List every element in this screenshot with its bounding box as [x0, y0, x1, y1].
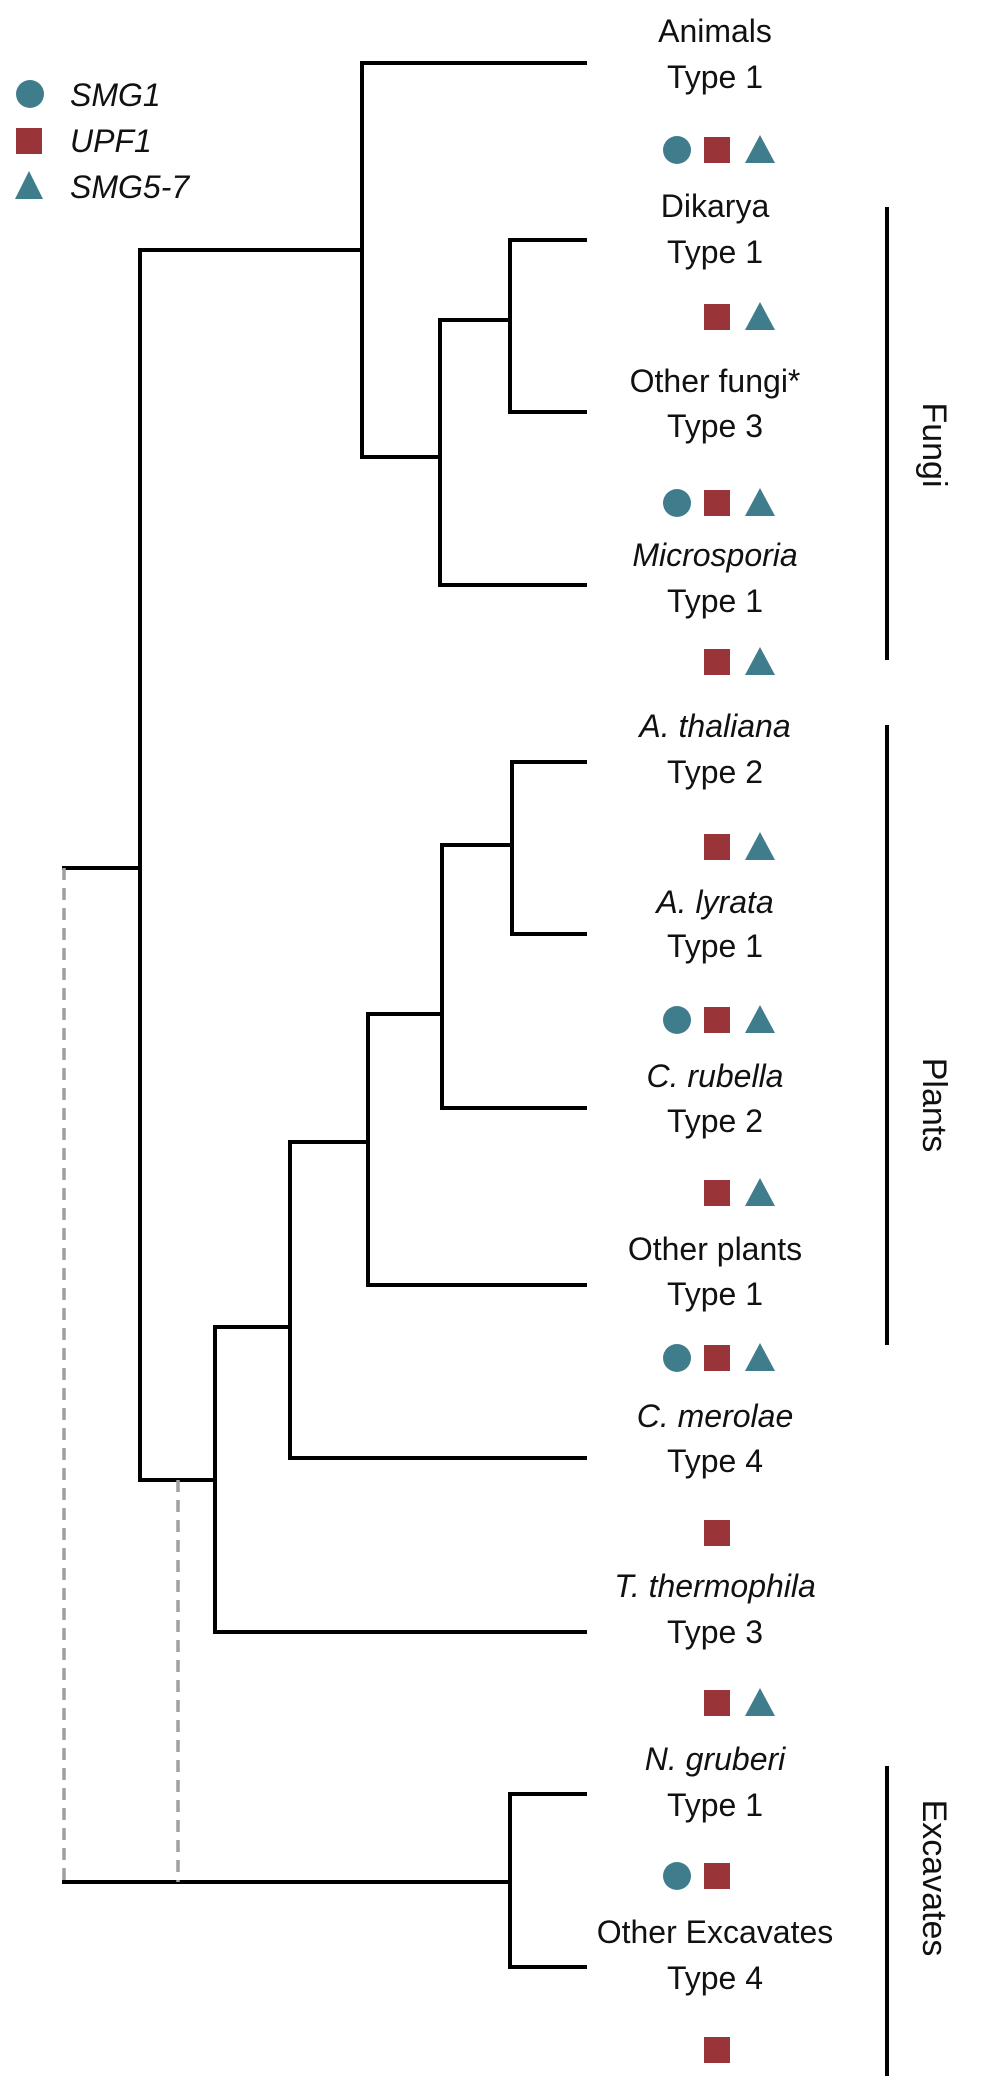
taxon-dikarya: Dikarya Type 1 — [661, 188, 775, 330]
taxon-t-thermophila: T. thermophila Type 3 — [614, 1568, 816, 1716]
taxon-type: Type 2 — [667, 754, 763, 790]
smg5-7-triangle-icon — [745, 832, 775, 860]
taxon-name: Other fungi* — [630, 363, 801, 399]
upf1-square-icon — [704, 1345, 730, 1371]
upf1-square-icon — [704, 1520, 730, 1546]
taxon-a-thaliana: A. thaliana Type 2 — [637, 708, 791, 860]
upf1-square-icon — [704, 1690, 730, 1716]
taxon-type: Type 1 — [667, 234, 763, 270]
smg5-7-triangle-icon — [745, 1005, 775, 1033]
taxon-name: Other Excavates — [597, 1914, 834, 1950]
taxon-name: T. thermophila — [614, 1568, 816, 1604]
taxon-a-lyrata: A. lyrata Type 1 — [654, 884, 775, 1034]
taxon-type: Type 3 — [667, 1614, 763, 1650]
taxon-type: Type 1 — [667, 928, 763, 964]
square-icon — [16, 128, 42, 154]
taxon-c-rubella: C. rubella Type 2 — [647, 1058, 784, 1206]
group-label-plants: Plants — [915, 1058, 953, 1153]
taxon-name: A. lyrata — [654, 884, 773, 920]
circle-icon — [16, 80, 44, 108]
triangle-icon — [15, 171, 43, 199]
taxon-type: Type 2 — [667, 1103, 763, 1139]
taxon-name: Microsporia — [632, 537, 797, 573]
group-label-fungi: Fungi — [915, 402, 953, 487]
taxon-name: A. thaliana — [637, 708, 790, 744]
taxon-other-excavates: Other Excavates Type 4 — [597, 1914, 834, 2063]
taxa-list: Animals Type 1 Dikarya Type 1 Other fungi* Ty… — [597, 13, 834, 2063]
legend-label-upf1: UPF1 — [70, 123, 152, 159]
smg5-7-triangle-icon — [745, 135, 775, 163]
group-label-excavates: Excavates — [915, 1800, 953, 1957]
taxon-name: Animals — [658, 13, 772, 49]
legend-item-upf1: UPF1 — [16, 123, 152, 159]
smg5-7-triangle-icon — [745, 488, 775, 516]
taxon-name: Dikarya — [661, 188, 770, 224]
upf1-square-icon — [704, 490, 730, 516]
taxon-other-plants: Other plants Type 1 — [628, 1231, 802, 1372]
taxon-c-merolae: C. merolae Type 4 — [637, 1398, 794, 1546]
taxon-type: Type 1 — [667, 583, 763, 619]
smg5-7-triangle-icon — [745, 1178, 775, 1206]
upf1-square-icon — [704, 834, 730, 860]
taxon-type: Type 1 — [667, 1787, 763, 1823]
taxon-name: Other plants — [628, 1231, 802, 1267]
taxon-type: Type 1 — [667, 1276, 763, 1312]
smg1-circle-icon — [663, 1006, 691, 1034]
smg5-7-triangle-icon — [745, 1343, 775, 1371]
taxon-type: Type 1 — [667, 59, 763, 95]
taxon-type: Type 4 — [667, 1443, 763, 1479]
upf1-square-icon — [704, 137, 730, 163]
tree-branches — [62, 61, 587, 1969]
taxon-animals: Animals Type 1 — [658, 13, 775, 164]
upf1-square-icon — [704, 1863, 730, 1889]
upf1-square-icon — [704, 2037, 730, 2063]
smg5-7-triangle-icon — [745, 302, 775, 330]
taxon-type: Type 4 — [667, 1960, 763, 1996]
taxon-name: C. rubella — [647, 1058, 784, 1094]
legend-item-smg5-7: SMG5-7 — [15, 169, 190, 205]
taxon-microsporia: Microsporia Type 1 — [632, 537, 798, 675]
taxon-type: Type 3 — [667, 408, 763, 444]
branch-bikont — [138, 760, 587, 1634]
upf1-square-icon — [704, 649, 730, 675]
taxon-other-fungi: Other fungi* Type 3 — [630, 363, 801, 517]
legend-label-smg5-7: SMG5-7 — [70, 169, 190, 205]
taxon-name: N. gruberi — [645, 1741, 786, 1777]
smg1-circle-icon — [663, 136, 691, 164]
upf1-square-icon — [704, 1180, 730, 1206]
branch-excavates — [62, 1792, 587, 1969]
group-brackets: Fungi Plants Excavates — [885, 207, 953, 2076]
smg5-7-triangle-icon — [745, 647, 775, 675]
smg1-circle-icon — [663, 1344, 691, 1372]
legend-item-smg1: SMG1 — [16, 77, 161, 113]
uncertain-root-lines — [62, 868, 180, 1882]
smg1-circle-icon — [663, 489, 691, 517]
legend: SMG1 UPF1 SMG5-7 — [15, 77, 190, 205]
taxon-n-gruberi: N. gruberi Type 1 — [645, 1741, 786, 1890]
smg5-7-triangle-icon — [745, 1688, 775, 1716]
upf1-square-icon — [704, 304, 730, 330]
legend-label-smg1: SMG1 — [70, 77, 161, 113]
branch-opisthokonts — [138, 61, 587, 459]
smg1-circle-icon — [663, 1862, 691, 1890]
upf1-square-icon — [704, 1007, 730, 1033]
taxon-name: C. merolae — [637, 1398, 794, 1434]
